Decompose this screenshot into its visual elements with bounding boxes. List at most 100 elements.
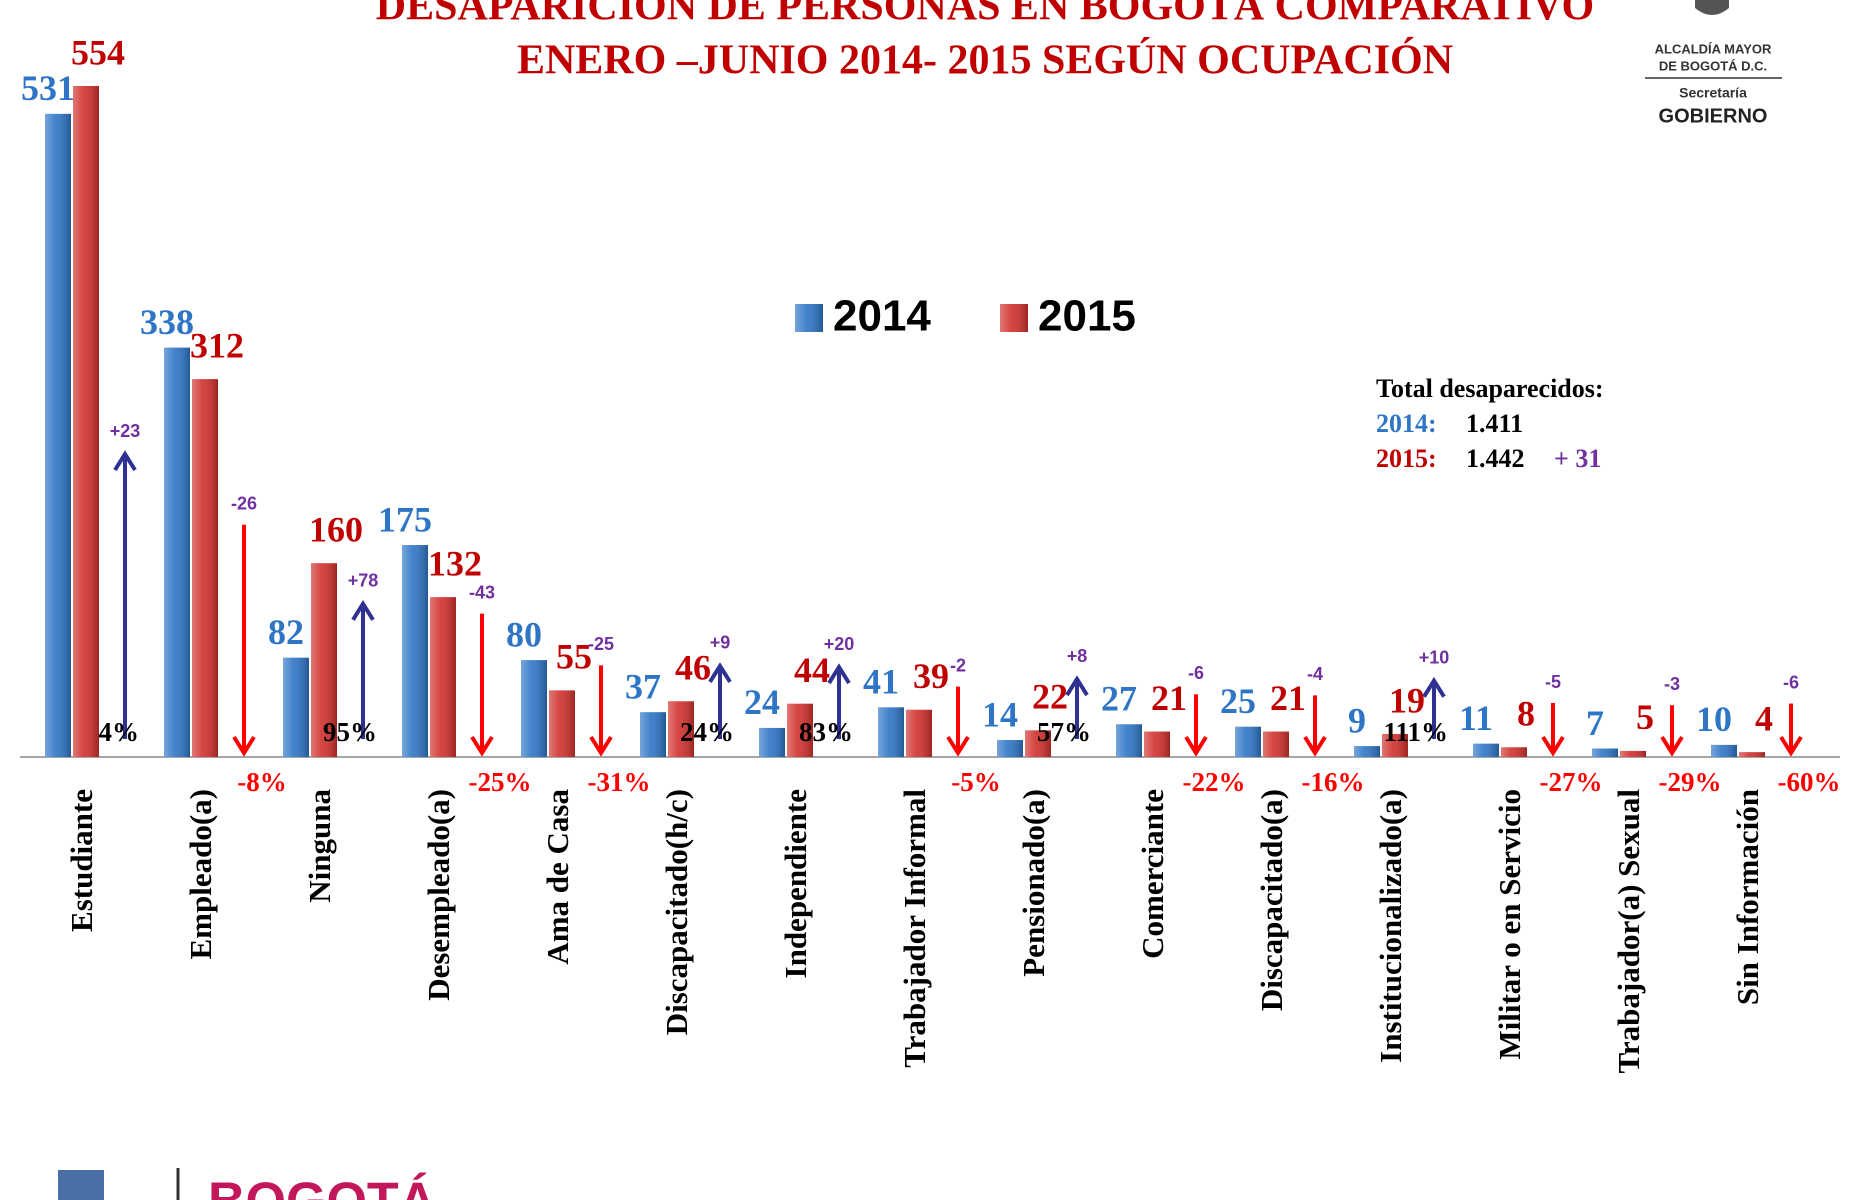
data-label: 22	[1032, 677, 1068, 717]
percent-label: -22%	[1183, 767, 1246, 797]
x-tick-label: Desempleado(a)	[421, 789, 456, 1001]
data-label: 44	[794, 650, 830, 690]
arrow-head	[1184, 735, 1208, 757]
bar-shine	[878, 707, 904, 757]
percent-label: -8%	[237, 767, 287, 797]
totals-value: 1.411	[1466, 409, 1523, 438]
x-tick-label: Trabajador(a) Sexual	[1611, 789, 1646, 1074]
change-arrow	[946, 686, 970, 757]
arrow-head	[351, 600, 375, 621]
percent-label: -31%	[588, 767, 651, 797]
bar-shine	[1144, 731, 1170, 757]
x-tick-label: Comerciante	[1135, 789, 1170, 959]
bar-shine	[1116, 724, 1142, 757]
arrow-head	[1779, 735, 1803, 757]
data-label: 46	[675, 648, 711, 688]
x-tick-label: Ama de Casa	[540, 789, 575, 965]
change-arrow	[1303, 695, 1327, 757]
arrow-head	[827, 663, 851, 685]
change-label: -3	[1664, 674, 1680, 694]
totals-year: 2014:	[1376, 409, 1437, 438]
change-arrow	[1065, 675, 1089, 739]
change-label: -4	[1307, 664, 1323, 684]
change-arrow	[1779, 703, 1803, 757]
data-label: 338	[140, 302, 194, 342]
percent-label: 111%	[1383, 717, 1448, 747]
bar-shine	[430, 597, 456, 757]
arrow-head	[1541, 735, 1565, 757]
legend-label: 2014	[833, 292, 931, 341]
percent-label: 95%	[323, 717, 377, 747]
bar-shine	[164, 347, 190, 757]
bar-shine	[787, 703, 813, 757]
logo-text: GOBIERNO	[1659, 105, 1768, 127]
change-arrow	[113, 450, 137, 739]
bar-shine	[668, 701, 694, 757]
bar-shine	[759, 727, 785, 757]
logo: ALCALDÍA MAYOR DE BOGOTÁ D.C. Secretaría…	[1645, 0, 1782, 127]
percent-label: -27%	[1540, 767, 1603, 797]
change-label: +78	[348, 571, 379, 591]
x-tick-label: Pensionado(a)	[1016, 789, 1051, 977]
change-label: -25	[588, 634, 614, 654]
arrow-head	[470, 735, 494, 757]
data-label: 531	[21, 68, 75, 108]
change-arrow	[827, 663, 851, 739]
data-label: 21	[1151, 678, 1187, 718]
x-tick-label: Trabajador Informal	[897, 789, 932, 1068]
bar-shine	[549, 690, 575, 757]
data-label: 11	[1459, 698, 1493, 738]
bar-shine	[1025, 730, 1051, 757]
arrow-head	[1065, 675, 1089, 697]
arrow-head	[708, 662, 732, 683]
change-arrow	[1184, 694, 1208, 757]
change-arrow	[470, 613, 494, 757]
bar-shine	[1382, 733, 1408, 757]
arrow-head	[1303, 735, 1327, 757]
change-arrow	[351, 600, 375, 739]
x-tick-label: Institucionalizado(a)	[1373, 789, 1408, 1063]
bar-shine	[402, 545, 428, 757]
data-label: 14	[982, 694, 1018, 734]
x-tick-label: Ninguna	[302, 789, 337, 903]
data-label: 10	[1696, 699, 1732, 739]
percent-label: -60%	[1778, 767, 1841, 797]
data-label: 82	[268, 612, 304, 652]
data-label: 5	[1636, 697, 1654, 737]
footer-logo: BOGOTÁ	[58, 1168, 436, 1200]
data-label: 80	[506, 614, 542, 654]
percent-label: 24%	[680, 717, 734, 747]
change-arrow	[589, 665, 613, 757]
change-arrow	[708, 662, 732, 739]
chart-title: DESAPARICIÓN DE PERSONAS EN BOGOTÁ COMPA…	[376, 0, 1594, 30]
change-arrow	[1660, 705, 1684, 757]
arrow-head	[946, 735, 970, 757]
arrow-head	[113, 450, 137, 472]
bar-shine	[1235, 726, 1261, 757]
bar-shine	[45, 113, 71, 757]
footer-shield	[58, 1170, 104, 1200]
change-label: +8	[1067, 646, 1088, 666]
totals-year: 2015:	[1376, 444, 1437, 473]
legend-label: 2015	[1038, 292, 1136, 341]
x-tick-label: Discapacitado(h/c)	[659, 789, 694, 1035]
change-label: -6	[1188, 663, 1204, 683]
bar-shine	[1354, 746, 1380, 757]
data-label: 27	[1101, 679, 1137, 719]
change-label: -43	[469, 582, 495, 602]
bar-shine	[521, 660, 547, 757]
bar-shine	[311, 563, 337, 757]
bar-shine	[73, 86, 99, 757]
logo-text: ALCALDÍA MAYOR	[1655, 41, 1772, 56]
footer-text: BOGOTÁ	[208, 1173, 436, 1200]
bar-shine	[640, 712, 666, 757]
bar-shine	[1501, 747, 1527, 757]
data-label: 21	[1270, 678, 1306, 718]
bar-shine	[192, 379, 218, 757]
x-tick-label: Sin Información	[1730, 789, 1765, 1005]
data-label: 19	[1389, 680, 1425, 720]
totals-change: + 31	[1554, 444, 1601, 473]
data-label: 41	[863, 662, 899, 702]
change-label: +9	[710, 633, 731, 653]
change-label: -5	[1545, 672, 1561, 692]
